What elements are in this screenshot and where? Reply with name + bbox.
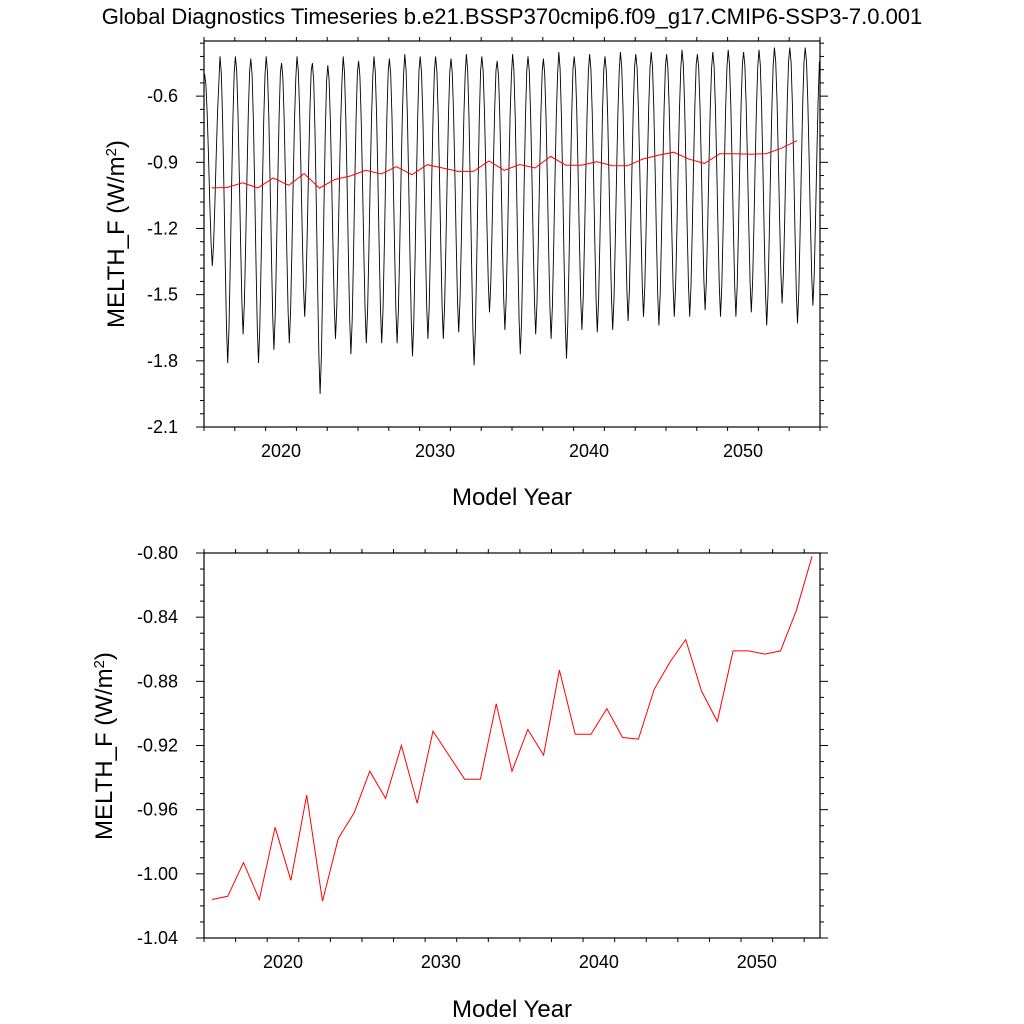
x-tick-label: 2050 xyxy=(723,441,763,461)
chart-top-plot-frame xyxy=(203,40,821,428)
x-tick-label: 2040 xyxy=(569,441,609,461)
chart-top-y-axis-title: MELTH_F (W/m2) xyxy=(103,140,131,328)
chart-bottom-x-axis-title: Model Year xyxy=(452,996,572,1023)
x-tick-label: 2030 xyxy=(415,441,455,461)
chart-bottom-y-tick-labels: -0.80 -0.84 -0.88 -0.92 -0.96 -1.00 -1.04 xyxy=(137,543,178,948)
x-tick-label: 2020 xyxy=(261,441,301,461)
chart-bottom: 2020 2030 2040 2050 -0.80-0.84-0.88-0.92-0.… xyxy=(91,543,828,1023)
y-tick-label: -0.96 xyxy=(137,800,178,820)
chart-top-y-tick-labels: -0.6 -0.9 -1.2 -1.5 -1.8 -2.1 xyxy=(147,86,178,437)
y-tick-label: -1.00 xyxy=(137,864,178,884)
y-tick-label: -0.6 xyxy=(147,86,178,106)
x-tick-label: 2040 xyxy=(579,952,619,972)
y-tick-label: -2.1 xyxy=(147,417,178,437)
y-tick-label: -1.8 xyxy=(147,351,178,371)
y-tick-label: -1.5 xyxy=(147,285,178,305)
y-tick-label: -1.2 xyxy=(147,218,178,238)
y-tick-label: -0.92 xyxy=(137,736,178,756)
y-tick-label: -0.80 xyxy=(137,543,178,563)
x-tick-label: 2050 xyxy=(737,952,777,972)
chart-bottom-y-axis-title: MELTH_F (W/m2) xyxy=(91,652,119,840)
chart-top-ticks xyxy=(196,37,828,431)
chart-bottom-x-tick-labels: 2020 2030 2040 2050 xyxy=(263,952,777,972)
chart-top-annual-line xyxy=(211,140,798,189)
figure-title: Global Diagnostics Timeseries b.e21.BSSP… xyxy=(102,4,923,29)
x-tick-label: 2020 xyxy=(263,952,303,972)
chart-top-x-axis-title: Model Year xyxy=(452,484,572,511)
chart-top-x-tick-labels: 2020 2030 2040 2050 xyxy=(261,441,763,461)
x-tick-label: 2030 xyxy=(421,952,461,972)
chart-bottom-ticks xyxy=(196,549,828,942)
y-tick-label: -0.9 xyxy=(147,152,178,172)
chart-top: 2020 2030 2040 2050 -0.6 -0.9 -1.2 -1.5 -1.8 -2.… xyxy=(103,37,828,511)
y-tick-label: -0.84 xyxy=(137,607,178,627)
chart-bottom-plot-frame xyxy=(203,552,821,939)
chart-bottom-annual-line xyxy=(211,556,813,902)
chart-top-monthly-line xyxy=(204,47,820,394)
y-tick-label: -1.04 xyxy=(137,928,178,948)
y-tick-label: -0.88 xyxy=(137,671,178,691)
